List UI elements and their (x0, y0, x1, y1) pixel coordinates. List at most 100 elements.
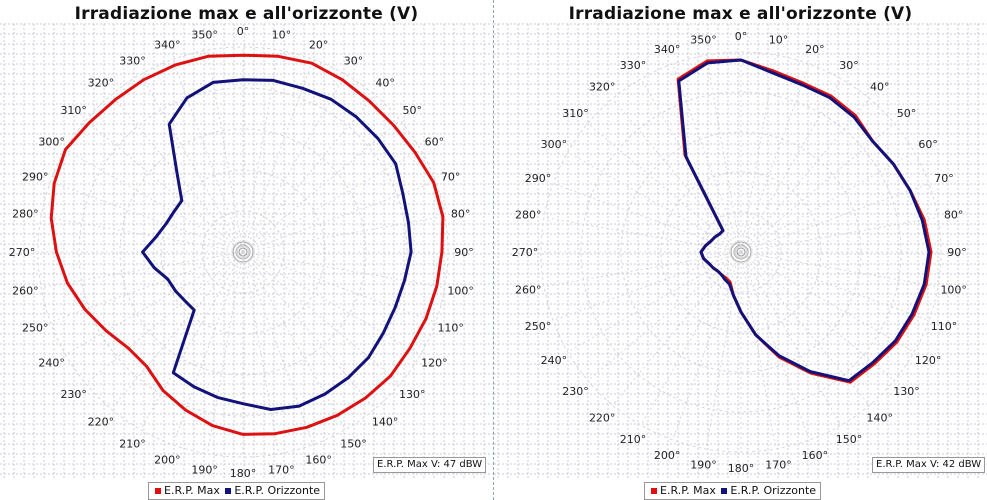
polar-spoke (740, 183, 930, 253)
erp-max-note: E.R.P. Max V: 47 dBW (373, 457, 487, 473)
polar-chart-right: 0° 10° 20° 30° 40° 50° 60° 70° 80° 90° 100° 110° 120… (494, 0, 987, 500)
chart-title: Irradiazione max e all'orizzonte (V) (74, 4, 419, 24)
polar-spoke (740, 251, 842, 426)
polar-spoke (672, 251, 742, 441)
angle-label: 230° (562, 385, 589, 398)
angle-label: 10° (272, 28, 292, 41)
angle-label: 300° (38, 136, 65, 149)
angle-label: 300° (541, 138, 568, 151)
angle-label: 340° (654, 43, 681, 56)
angle-label: 0° (735, 30, 748, 43)
angle-label: 270° (512, 246, 539, 259)
polar-ring (78, 87, 408, 417)
angle-label: 110° (931, 320, 958, 333)
polar-spoke (740, 54, 777, 253)
angle-label: 180° (230, 467, 257, 480)
legend-swatch-max (155, 487, 161, 494)
angle-label: 40° (375, 77, 395, 90)
polar-spoke (740, 251, 895, 381)
polar-spoke (587, 251, 742, 381)
angle-label: 210° (620, 433, 647, 446)
polar-ring (119, 128, 367, 376)
polar-spoke (65, 149, 244, 253)
polar-spoke (543, 251, 742, 288)
legend-swatch-orizzonte (721, 487, 728, 494)
polar-spoke (140, 74, 244, 253)
polar-spoke (242, 74, 346, 253)
angle-label: 220° (589, 412, 616, 425)
angle-label: 240° (541, 354, 568, 367)
polar-center-ring (238, 247, 248, 257)
polar-spoke (172, 59, 244, 253)
polar-spoke (41, 251, 244, 289)
polar-spoke (242, 50, 280, 253)
angle-label: 50° (403, 104, 423, 117)
polar-spoke (740, 251, 810, 441)
angle-label: 220° (88, 415, 115, 428)
angle-label: 20° (805, 43, 825, 56)
angle-label: 0° (237, 25, 250, 38)
angle-label: 140° (867, 412, 894, 425)
legend-label-max: E.R.P. Max (660, 484, 716, 497)
angle-label: 150° (836, 433, 863, 446)
polar-spoke (242, 149, 421, 253)
angle-label: 50° (897, 107, 917, 120)
angle-label: 270° (9, 246, 36, 259)
angle-label: 160° (305, 454, 332, 467)
angle-label: 10° (769, 33, 789, 46)
polar-spoke (740, 123, 895, 253)
legend: E.R.P. Max E.R.P. Orizzonte (644, 482, 822, 500)
polar-spoke (242, 251, 421, 355)
angle-label: 280° (12, 208, 39, 221)
angle-label: 100° (940, 284, 967, 297)
angle-label: 320° (589, 81, 616, 94)
polar-spoke (740, 251, 930, 321)
angle-label: 280° (515, 209, 542, 222)
angle-label: 230° (60, 388, 87, 401)
chart-title: Irradiazione max e all'orizzonte (V) (568, 4, 913, 24)
polar-spoke (242, 59, 314, 253)
angle-label: 80° (451, 208, 471, 221)
legend-label-orizzonte: E.R.P. Orizzonte (234, 484, 321, 497)
series-erp-orizzonte (141, 78, 413, 411)
angle-label: 70° (441, 170, 461, 183)
polar-spoke (567, 251, 742, 353)
polar-plot-left: 0° 10° 20° 30° 40° 50° 60° 70° 80° 90° 100° 110° 120… (0, 23, 493, 480)
angle-label: 70° (934, 172, 954, 185)
polar-spoke (567, 151, 742, 253)
angle-label: 130° (893, 385, 920, 398)
polar-spoke (50, 181, 244, 253)
angle-label: 90° (454, 246, 474, 259)
angle-label: 200° (154, 454, 181, 467)
angle-label: 340° (154, 38, 181, 51)
angle-label: 320° (88, 77, 115, 90)
polar-spoke (65, 251, 244, 355)
legend-label-orizzonte: E.R.P. Orizzonte (730, 484, 817, 497)
panel-separator (493, 0, 494, 500)
polar-spoke (242, 251, 401, 385)
angle-label: 150° (340, 437, 367, 450)
angle-label: 110° (437, 322, 464, 335)
polar-spoke (672, 63, 742, 253)
angle-label: 330° (119, 55, 146, 68)
polar-spoke (740, 151, 915, 253)
polar-spoke (242, 94, 376, 253)
polar-spoke (242, 215, 445, 253)
polar-spoke (640, 251, 742, 426)
legend-swatch-orizzonte (225, 487, 232, 494)
angle-label: 170° (765, 459, 792, 472)
angle-label: 180° (728, 462, 755, 475)
angle-label: 20° (309, 38, 329, 51)
angle-label: 250° (22, 322, 49, 335)
angle-label: 120° (915, 354, 942, 367)
angle-label: 310° (60, 104, 87, 117)
angle-label: 190° (191, 464, 218, 477)
polar-spoke (41, 215, 244, 253)
polar-spoke (740, 63, 810, 253)
angle-label: 210° (119, 437, 146, 450)
angle-label: 30° (344, 55, 364, 68)
polar-spoke (740, 216, 939, 253)
polar-spoke (110, 94, 244, 253)
polar-spoke (740, 251, 777, 450)
erp-max-note: E.R.P. Max V: 42 dBW (872, 457, 986, 473)
